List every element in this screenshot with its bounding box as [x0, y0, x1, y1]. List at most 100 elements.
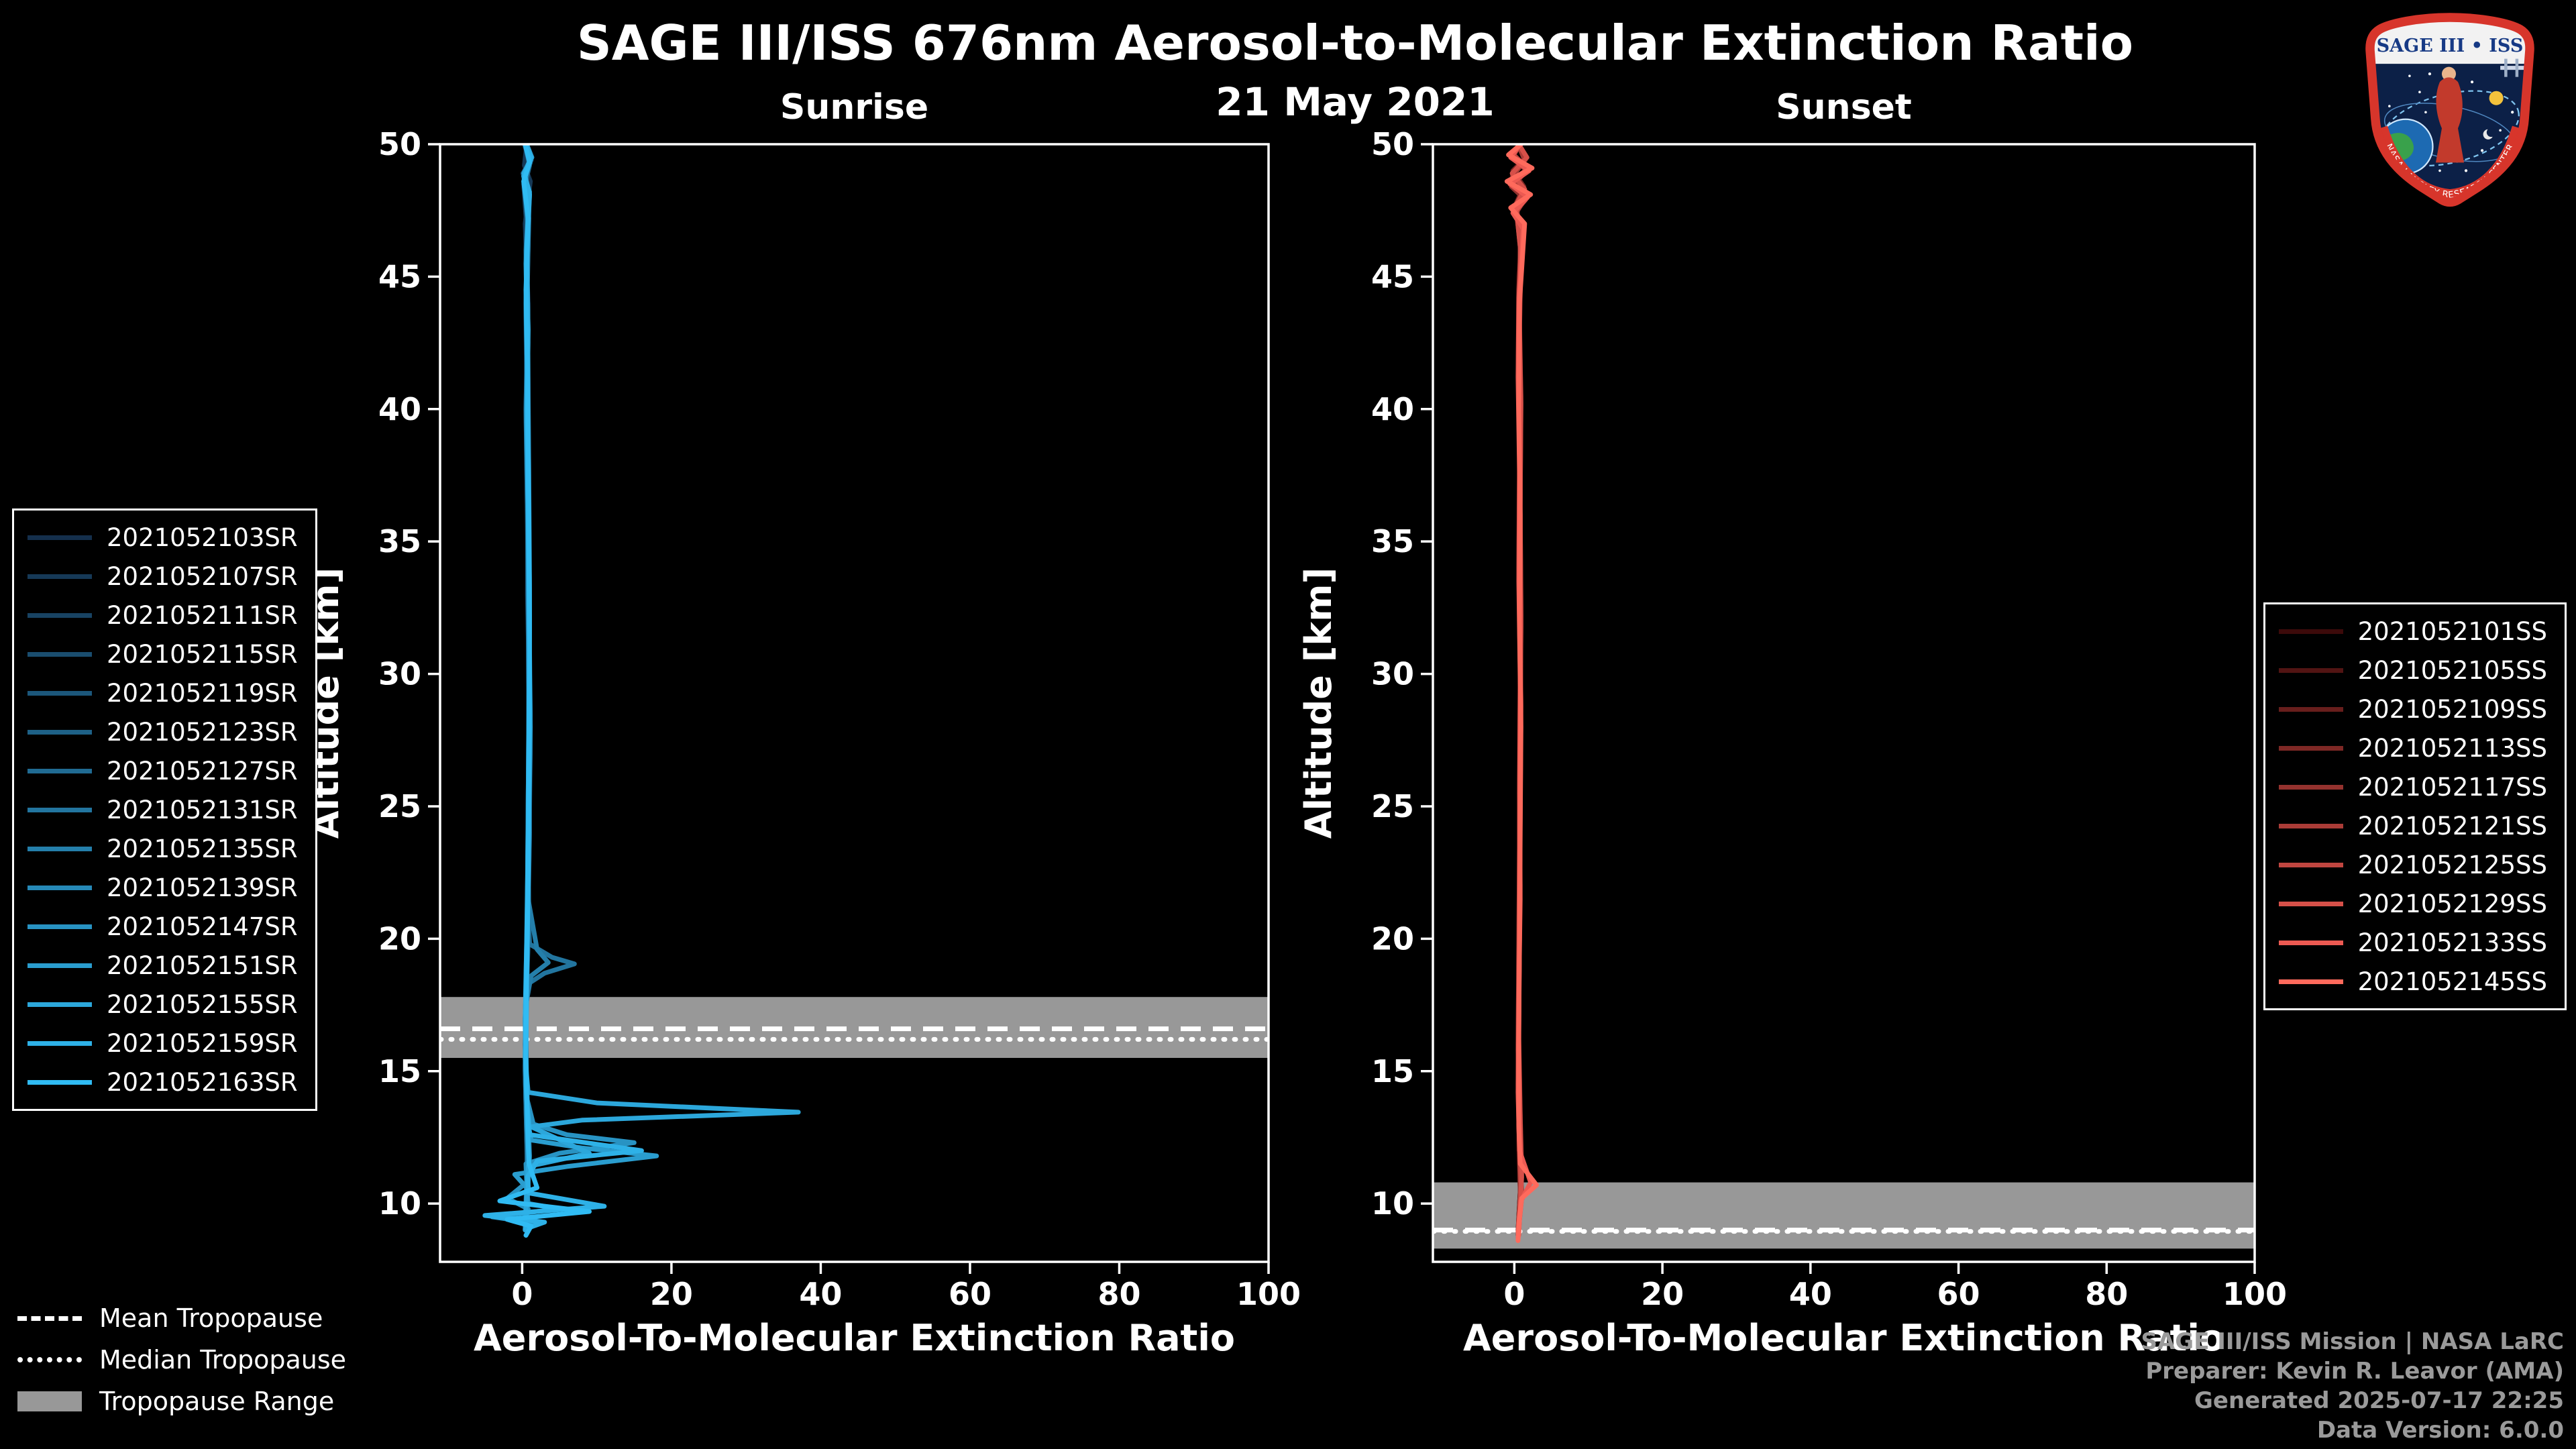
legend-item-label: 2021052127SR	[107, 756, 298, 786]
legend-item: 2021052117SS	[2278, 771, 2547, 803]
tropopause-range-band	[440, 997, 1269, 1059]
profile-line-2021052145SS	[1504, 144, 1539, 1243]
y-tick-label: 50	[1371, 126, 1414, 162]
mean-tropopause-label: Mean Tropopause	[99, 1303, 323, 1333]
plot-border	[1432, 143, 2256, 1263]
legend-line-sample	[2278, 862, 2343, 867]
legend-item: 2021052133SS	[2278, 926, 2547, 959]
legend-item-label: 2021052133SS	[2357, 928, 2547, 957]
legend-item-label: 2021052139SR	[107, 873, 298, 902]
legend-item: 2021052145SS	[2278, 965, 2547, 998]
sunrise-legend: 2021052103SR 2021052107SR 2021052111SR 2021…	[12, 508, 317, 1111]
y-tick-label: 10	[1371, 1185, 1414, 1222]
profile-line-2021052163SR	[497, 144, 592, 1238]
x-tick-label: 20	[650, 1276, 693, 1312]
legend-item-label: 2021052151SR	[107, 951, 298, 980]
sunrise-panel: 0 20 40 60 80 100 10 15 20 25 30 35 40 45 50 Aerosol-To…	[305, 126, 1301, 1359]
legend-line-sample	[28, 612, 92, 618]
legend-item: 2021052127SR	[28, 755, 298, 787]
legend-item-label: 2021052111SR	[107, 600, 298, 630]
legend-line-sample	[28, 1002, 92, 1007]
y-axis-label: Altitude [km]	[1297, 568, 1340, 839]
red-robed-figure	[2435, 77, 2465, 163]
legend-line-sample	[2278, 784, 2343, 790]
x-tick-label: 0	[1503, 1276, 1525, 1312]
legend-item-label: 2021052145SS	[2357, 967, 2547, 996]
legend-line-sample	[2278, 667, 2343, 673]
legend-item-label: 2021052125SS	[2357, 850, 2547, 879]
legend-item: 2021052101SS	[2278, 615, 2547, 647]
legend-line-sample	[2278, 901, 2343, 906]
legend-item-label: 2021052119SR	[107, 678, 298, 708]
legend-item-label: 2021052131SR	[107, 795, 298, 824]
gray-band-sample	[17, 1391, 82, 1411]
legend-item: 2021052121SS	[2278, 810, 2547, 842]
tropopause-range-band	[1433, 1182, 2255, 1249]
profile-line-2021052155SR	[521, 144, 801, 1233]
tropopause-range-label: Tropopause Range	[99, 1387, 335, 1416]
legend-line-sample	[28, 690, 92, 696]
legend-item: 2021052123SR	[28, 716, 298, 748]
sage-iss-mission-patch: NASA LANGLEY RESEARCH CENTER SAGE III • …	[2365, 13, 2534, 207]
sun-icon	[2489, 91, 2504, 105]
legend-line-sample	[28, 846, 92, 851]
page-title: SAGE III/ISS 676nm Aerosol-to-Molecular …	[576, 15, 2134, 71]
legend-line-sample	[2278, 823, 2343, 828]
profile-line-2021052151SR	[490, 144, 659, 1233]
legend-item: 2021052139SR	[28, 871, 298, 904]
x-axis-label: Aerosol-To-Molecular Extinction Ratio	[474, 1317, 1235, 1359]
legend-item-label: 2021052103SR	[107, 523, 298, 552]
legend-item: 2021052111SR	[28, 599, 298, 631]
legend-item-label: 2021052135SR	[107, 834, 298, 863]
legend-item: 2021052115SR	[28, 638, 298, 670]
preparer-credit: Preparer: Kevin R. Leavor (AMA)	[2145, 1358, 2564, 1385]
legend-item: 2021052135SR	[28, 833, 298, 865]
y-tick-label: 45	[1371, 258, 1414, 294]
dotted-line-sample	[17, 1357, 82, 1362]
sunrise-plot-area	[440, 144, 1269, 1238]
legend-item-label: 2021052155SR	[107, 989, 298, 1019]
figure-head	[2441, 66, 2457, 81]
legend-item: 2021052113SS	[2278, 732, 2547, 764]
legend-item: 2021052129SS	[2278, 888, 2547, 920]
legend-item-label: 2021052123SR	[107, 717, 298, 747]
x-tick-label: 100	[2222, 1276, 2287, 1312]
legend-item: 2021052147SR	[28, 910, 298, 943]
legend-line-sample	[28, 807, 92, 812]
legend-line-sample	[28, 963, 92, 968]
y-tick-label: 35	[1371, 523, 1414, 559]
y-tick-label: 35	[378, 523, 421, 559]
legend-item-label: 2021052113SS	[2357, 733, 2547, 763]
plot-border	[439, 143, 1270, 1263]
y-tick-label: 50	[378, 126, 421, 162]
legend-item: 2021052155SR	[28, 988, 298, 1020]
patch-border	[2365, 13, 2534, 207]
legend-line-sample	[2278, 629, 2343, 634]
legend-line-sample	[2278, 979, 2343, 984]
plot-date: 21 May 2021	[1216, 79, 1495, 125]
legend-item-label: 2021052109SS	[2357, 694, 2547, 724]
legend-item: 2021052109SS	[2278, 693, 2547, 725]
x-tick-label: 80	[2085, 1276, 2128, 1312]
x-tick-label: 20	[1641, 1276, 1684, 1312]
sunset-plot-area	[1433, 144, 2255, 1249]
sunset-legend: 2021052101SS 2021052105SS 2021052109SS 2021…	[2263, 602, 2567, 1010]
sunset-panel: 0 20 40 60 80 100 10 15 20 25 30 35 40 45 50 Aerosol-To…	[1297, 126, 2287, 1359]
generated-timestamp: Generated 2025-07-17 22:25	[2194, 1387, 2564, 1414]
legend-line-sample	[28, 768, 92, 773]
legend-item: 2021052119SR	[28, 677, 298, 709]
sunrise-panel-title: Sunrise	[780, 87, 929, 127]
x-tick-label: 60	[1937, 1276, 1980, 1312]
legend-item-label: 2021052101SS	[2357, 616, 2547, 646]
y-tick-label: 30	[1371, 656, 1414, 692]
legend-item-label: 2021052107SR	[107, 561, 298, 591]
x-tick-label: 100	[1236, 1276, 1301, 1312]
legend-item: 2021052151SR	[28, 949, 298, 981]
tropopause-range-legend-item: Tropopause Range	[17, 1386, 346, 1417]
legend-item: 2021052163SR	[28, 1066, 298, 1098]
tropopause-legend: Mean Tropopause Median Tropopause Tropop…	[17, 1303, 346, 1417]
legend-line-sample	[28, 1040, 92, 1046]
legend-item: 2021052107SR	[28, 560, 298, 592]
legend-item-label: 2021052129SS	[2357, 889, 2547, 918]
